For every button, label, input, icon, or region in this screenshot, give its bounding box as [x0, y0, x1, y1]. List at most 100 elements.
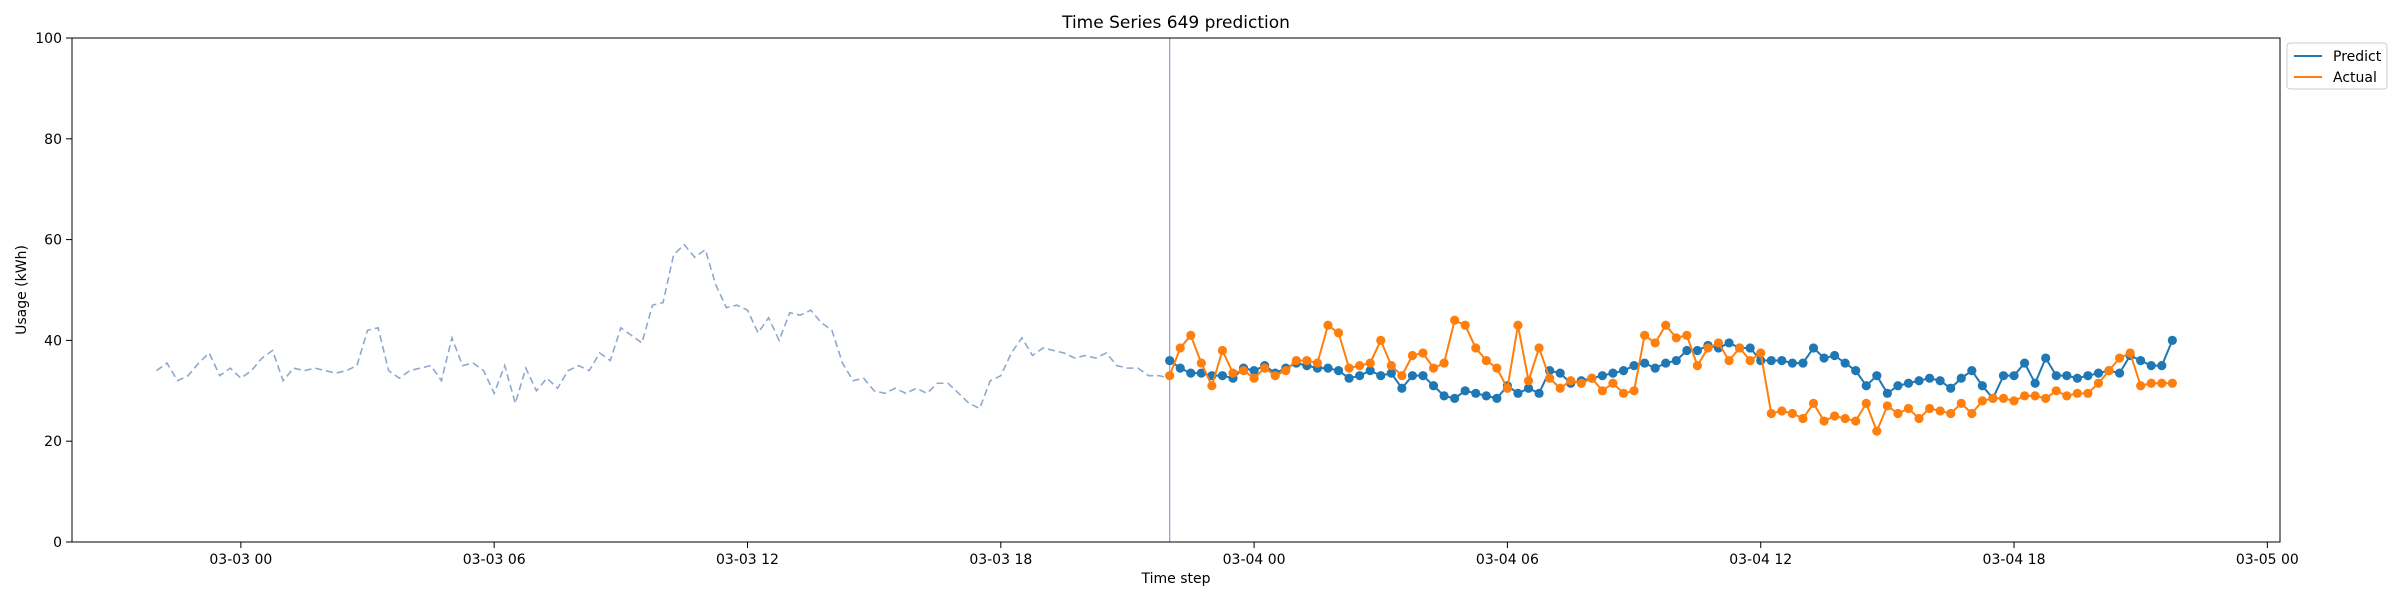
predict-point	[1830, 350, 1840, 361]
actual-point	[1808, 398, 1819, 408]
actual-point	[1988, 393, 1998, 403]
history-line	[155, 243, 1170, 410]
predict-point	[1882, 388, 1892, 398]
actual-point	[1545, 373, 1555, 383]
actual-point	[1333, 328, 1344, 338]
actual-point	[1608, 378, 1618, 388]
predict-point	[2019, 358, 2030, 368]
actual-point	[1703, 343, 1713, 353]
actual-point	[1713, 338, 1724, 348]
actual-point	[1597, 386, 1607, 396]
actual-point	[1312, 358, 1323, 368]
actual-point	[1967, 408, 1977, 419]
predict-point	[1439, 391, 1449, 401]
actual-point	[1830, 411, 1840, 421]
actual-point	[1576, 378, 1586, 388]
predict-point	[1840, 358, 1850, 368]
actual-point	[1893, 408, 1903, 419]
actual-point	[1260, 363, 1270, 373]
chart-title: Time Series 649 prediction	[1061, 13, 1290, 33]
actual-point	[1460, 320, 1470, 330]
actual-point	[1566, 376, 1576, 386]
actual-point	[1481, 355, 1491, 366]
predict-point	[1365, 366, 1375, 376]
actual-point	[1196, 358, 1206, 368]
actual-point	[1671, 333, 1681, 343]
predict-point	[1217, 371, 1228, 381]
predict-point	[1323, 363, 1333, 373]
legend-predict-label: Predict	[2333, 49, 2382, 65]
actual-point	[1851, 416, 1861, 426]
actual-point	[1397, 371, 1407, 381]
legend-actual-label: Actual	[2333, 70, 2377, 86]
actual-point	[1956, 398, 1966, 408]
actual-point	[1924, 403, 1935, 414]
actual-point	[1946, 408, 1956, 419]
x-tick-label: 03-03 06	[463, 552, 526, 568]
actual-point	[1270, 371, 1280, 381]
predict-point	[1175, 363, 1185, 373]
actual-point	[2083, 388, 2093, 398]
actual-point	[2030, 391, 2040, 401]
predict-point	[1355, 371, 1365, 381]
actual-point	[1766, 408, 1776, 419]
actual-point	[2104, 366, 2114, 376]
actual-point	[2041, 393, 2051, 403]
y-tick-label: 60	[44, 233, 62, 249]
predict-point	[1386, 368, 1396, 378]
predict-point	[1692, 345, 1702, 356]
y-tick-label: 80	[44, 132, 62, 148]
actual-point	[1513, 320, 1523, 330]
actual-point	[1186, 330, 1196, 340]
predict-point	[1798, 358, 1808, 368]
predict-point	[1903, 378, 1914, 388]
predict-point	[2093, 368, 2104, 378]
predict-point	[1861, 381, 1871, 391]
actual-point	[1217, 345, 1228, 356]
actual-point	[1238, 366, 1249, 376]
actual-point	[2167, 378, 2177, 388]
actual-point	[1735, 343, 1745, 353]
actual-point	[1450, 315, 1460, 325]
predict-point	[1787, 358, 1797, 368]
actual-point	[2062, 391, 2072, 401]
actual-point	[1977, 396, 1987, 406]
actual-point	[1618, 388, 1629, 398]
predict-point	[1998, 371, 2009, 381]
actual-point	[1291, 355, 1301, 366]
predict-point	[2146, 361, 2156, 371]
actual-point	[1724, 355, 1734, 366]
actual-point	[1407, 350, 1418, 361]
actual-point	[2093, 378, 2104, 388]
predict-point	[1513, 388, 1523, 398]
predict-point	[2157, 361, 2167, 371]
predict-point	[1344, 373, 1354, 383]
predict-point	[1376, 371, 1386, 381]
predict-point	[1640, 358, 1650, 368]
predict-point	[1745, 343, 1755, 353]
predict-point	[1914, 376, 1924, 386]
predict-point	[1777, 355, 1787, 366]
actual-point	[1756, 348, 1766, 358]
actual-point	[2146, 378, 2156, 388]
actual-point	[2009, 396, 2019, 406]
predict-point	[1523, 383, 1534, 393]
plot-frame	[71, 37, 2281, 543]
actual-point	[1650, 338, 1660, 348]
predict-point	[1481, 391, 1491, 401]
predict-point	[1460, 386, 1470, 396]
predict-point	[1661, 358, 1671, 368]
actual-point	[2072, 388, 2082, 398]
y-axis-title: Usage (kWh)	[14, 245, 30, 335]
predict-point	[1893, 381, 1903, 391]
predict-point	[2114, 368, 2125, 378]
actual-point	[1935, 406, 1945, 416]
actual-point	[1376, 335, 1386, 345]
actual-point	[1207, 381, 1217, 391]
actual-point	[1903, 403, 1914, 414]
actual-point	[1344, 363, 1354, 373]
actual-point	[1471, 343, 1481, 353]
actual-point	[1777, 406, 1787, 416]
actual-point	[1819, 416, 1829, 426]
actual-point	[1418, 348, 1428, 358]
